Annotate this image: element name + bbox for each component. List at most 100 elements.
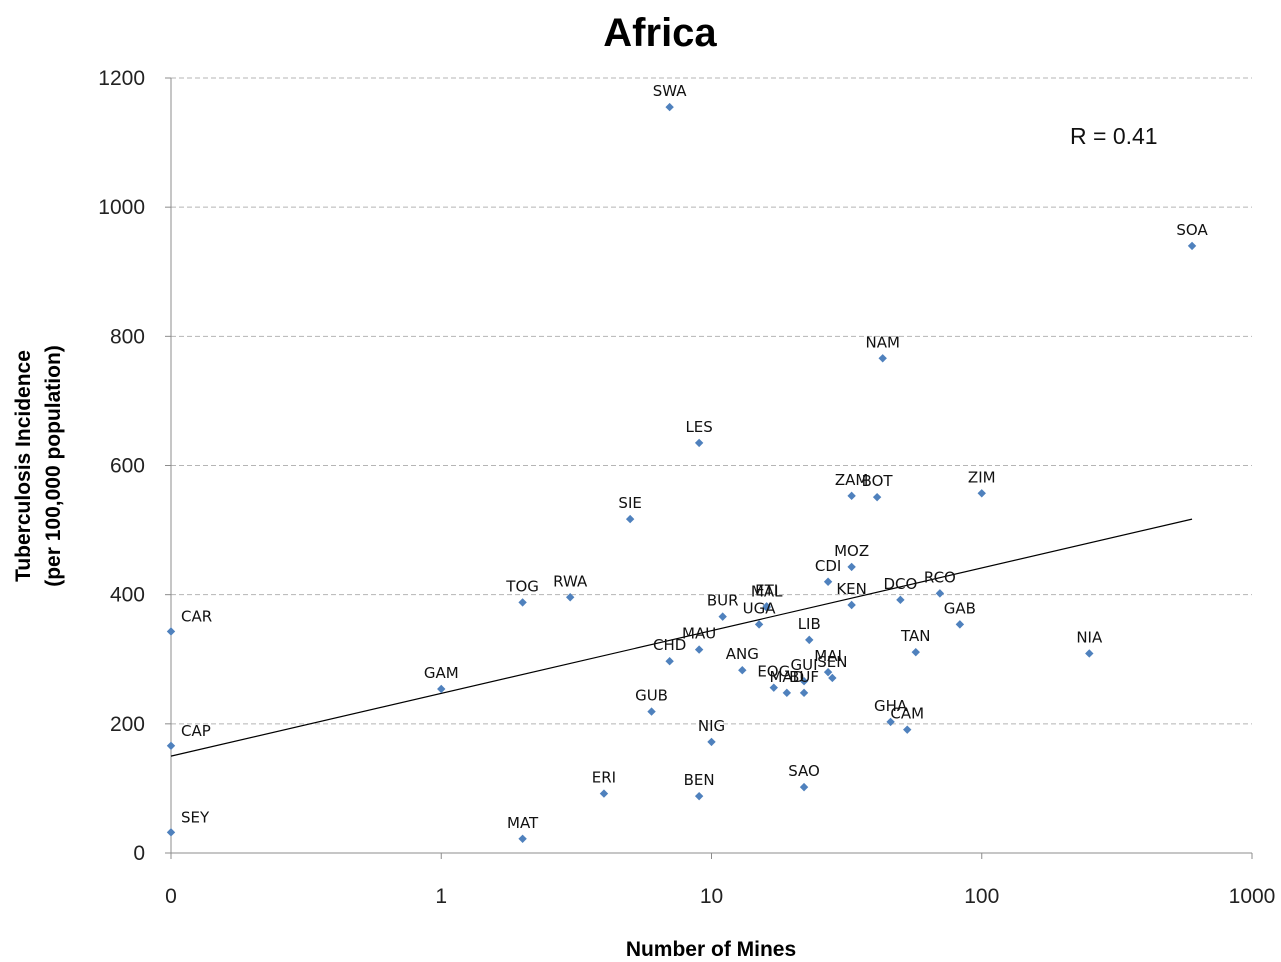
point-label-sey: SEY <box>181 808 210 826</box>
point-rco <box>935 589 945 598</box>
x-tick-label: 1 <box>435 885 447 908</box>
point-gha <box>886 717 895 727</box>
point-cam <box>903 725 912 734</box>
point-soa <box>1187 241 1197 251</box>
point-label-uga: UGA <box>743 599 777 617</box>
y-tick-label: 1000 <box>98 196 145 219</box>
point-label-lib: LIB <box>798 615 821 633</box>
y-axis-title: Tuberculosis Incidence (per 100,000 popu… <box>12 345 65 587</box>
point-label-ben: BEN <box>684 771 715 789</box>
point-label-gab: GAB <box>944 599 976 617</box>
point-sey <box>166 828 176 837</box>
point-car <box>166 627 176 636</box>
point-label-mai: MAI <box>814 647 842 665</box>
y-tick-label: 200 <box>110 713 145 736</box>
point-les <box>694 438 704 448</box>
point-tog <box>518 598 527 607</box>
point-label-nam: NAM <box>865 333 899 351</box>
y-tick-label: 1200 <box>98 67 145 90</box>
point-sie <box>625 514 635 524</box>
point-cdi <box>823 577 833 586</box>
y-tick-label: 600 <box>110 455 145 478</box>
y-axis-title-line-1: Tuberculosis Incidence <box>12 350 35 582</box>
point-dco <box>896 595 905 605</box>
point-gam <box>437 684 446 694</box>
point-label-ken: KEN <box>836 580 867 598</box>
point-label-bur: BUR <box>707 592 739 610</box>
point-label-cap: CAP <box>181 722 211 740</box>
point-label-eqg: EQG <box>757 663 790 681</box>
x-tick-label: 100 <box>964 885 999 908</box>
point-ang <box>738 666 747 675</box>
point-label-nig: NIG <box>698 717 725 735</box>
point-sen <box>828 673 837 683</box>
point-label-soa: SOA <box>1176 221 1208 239</box>
point-eti <box>762 602 771 611</box>
x-tick-label: 1000 <box>1229 885 1276 908</box>
point-chd <box>665 656 674 666</box>
x-tick-labels: 0 1 10 100 1000 <box>165 853 1275 908</box>
point-label-rco: RCO <box>924 568 956 586</box>
point-label-rwa: RWA <box>553 572 588 590</box>
point-eqg <box>769 683 778 692</box>
point-label-mad: MAD <box>769 668 804 686</box>
point-gub <box>647 707 656 716</box>
point-labels: CAR CAP SEY GAM MAT TOG RWA ERI SIE GUB SWA CHD LES M… <box>181 82 1208 832</box>
point-moz <box>847 562 856 572</box>
point-label-mal: MAL <box>751 583 783 601</box>
point-mau <box>694 645 704 654</box>
point-bur <box>718 612 727 621</box>
point-gui <box>799 677 809 686</box>
point-label-cdi: CDI <box>815 557 841 575</box>
point-cap <box>166 741 176 750</box>
point-tan <box>911 647 920 657</box>
point-buf <box>799 688 809 698</box>
chart-title: Africa <box>603 11 717 55</box>
point-ken <box>847 600 856 610</box>
point-label-les: LES <box>685 418 712 436</box>
point-lib <box>805 635 814 645</box>
y-axis-title-line-2: (per 100,000 population) <box>42 345 65 587</box>
point-label-swa: SWA <box>653 82 688 100</box>
point-mad <box>782 688 792 698</box>
point-label-sie: SIE <box>618 494 641 512</box>
point-label-eri: ERI <box>592 769 616 787</box>
point-swa <box>665 102 674 112</box>
point-label-ang: ANG <box>726 645 759 663</box>
point-mai <box>823 667 833 677</box>
point-sao <box>799 782 809 792</box>
point-label-eti: ETI <box>755 581 778 599</box>
point-label-cam: CAM <box>890 705 924 723</box>
point-mat <box>518 834 527 843</box>
point-nia <box>1085 649 1094 658</box>
y-tick-label: 0 <box>133 842 145 865</box>
point-uga <box>754 620 764 629</box>
x-tick-label: 0 <box>165 885 177 908</box>
trendline <box>170 518 1193 757</box>
point-label-sen: SEN <box>817 653 847 671</box>
point-label-nia: NIA <box>1076 628 1103 646</box>
x-axis-title: Number of Mines <box>626 938 796 961</box>
point-label-mau: MAU <box>682 625 716 643</box>
x-tick-label: 10 <box>700 885 723 908</box>
point-gab <box>955 620 965 629</box>
point-label-gub: GUB <box>635 687 668 705</box>
point-zim <box>977 489 986 498</box>
y-tick-label: 400 <box>110 584 145 607</box>
point-label-mat: MAT <box>507 814 539 832</box>
point-ben <box>694 791 704 801</box>
point-nam <box>878 354 887 363</box>
point-label-buf: BUF <box>789 668 819 686</box>
data-points <box>166 102 1197 843</box>
point-label-dco: DCO <box>883 575 917 593</box>
correlation-annotation: R = 0.41 <box>1070 123 1158 149</box>
point-label-tog: TOG <box>505 577 539 595</box>
gridlines <box>171 77 1252 725</box>
point-label-chd: CHD <box>653 636 686 654</box>
point-label-moz: MOZ <box>834 542 869 560</box>
point-rwa <box>565 593 575 602</box>
point-label-tan: TAN <box>900 627 930 645</box>
point-bot <box>872 492 882 502</box>
point-zam <box>847 491 856 501</box>
point-label-gha: GHA <box>874 697 908 715</box>
